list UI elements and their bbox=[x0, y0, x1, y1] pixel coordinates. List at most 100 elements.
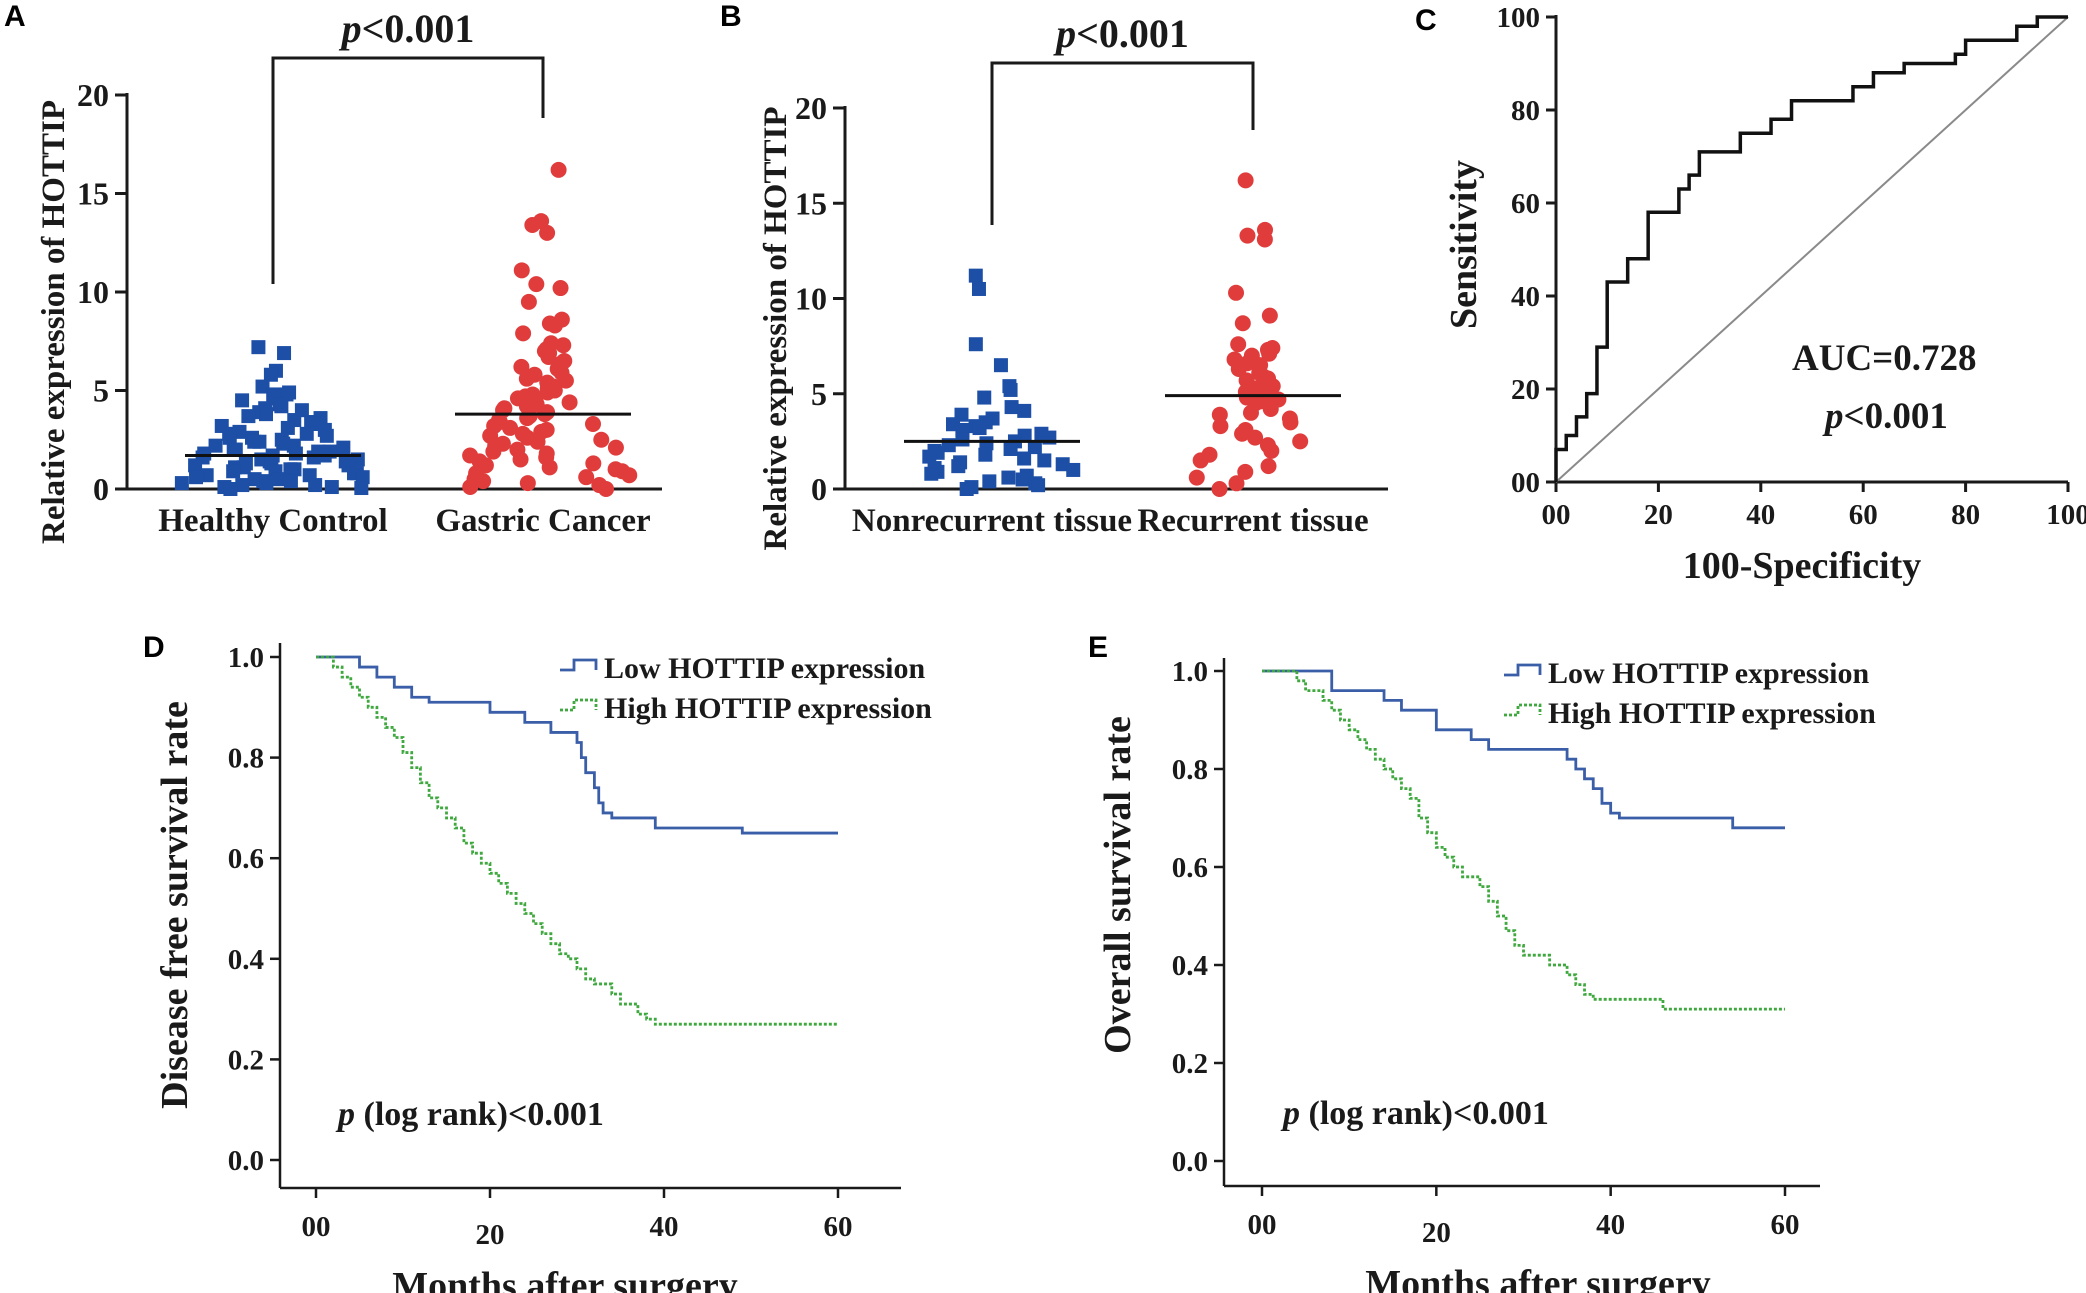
panel-label-a: A bbox=[4, 0, 26, 33]
data-point bbox=[593, 431, 610, 448]
data-point bbox=[922, 449, 937, 464]
roc-p-label-rest: <0.001 bbox=[1844, 396, 1948, 437]
data-point bbox=[924, 466, 939, 481]
data-point bbox=[621, 467, 638, 484]
x-tick-label: 60 bbox=[824, 1211, 853, 1243]
data-point bbox=[475, 473, 492, 490]
data-point bbox=[1017, 451, 1032, 466]
log-rank-p: p bbox=[335, 1096, 355, 1133]
y-tick-label: 5 bbox=[93, 373, 109, 409]
significance-label: p<0.001 bbox=[1053, 11, 1189, 56]
x-axis-label: 100-Specificity bbox=[1683, 545, 1922, 587]
data-point bbox=[259, 407, 274, 422]
data-point bbox=[1017, 403, 1032, 418]
x-axis-label: Months after surgery bbox=[392, 1265, 737, 1293]
roc-p-label: p<0.001 bbox=[1822, 396, 1948, 437]
x-category-label: Healthy Control bbox=[158, 503, 387, 539]
data-point bbox=[1242, 404, 1259, 421]
y-tick-label: 0.2 bbox=[1172, 1048, 1208, 1080]
data-point bbox=[598, 481, 615, 497]
data-point bbox=[1261, 307, 1278, 324]
x-category-label: Recurrent tissue bbox=[1137, 503, 1368, 539]
data-point bbox=[1230, 360, 1247, 377]
significance-bracket bbox=[990, 61, 1255, 225]
data-point bbox=[512, 451, 529, 468]
x-tick-label: 00 bbox=[302, 1211, 331, 1243]
data-point bbox=[277, 346, 292, 361]
data-point bbox=[518, 370, 535, 387]
data-point bbox=[1263, 442, 1280, 459]
y-tick-label: 1.0 bbox=[1172, 656, 1208, 688]
data-point bbox=[978, 447, 993, 462]
series-healthy-control bbox=[174, 340, 370, 496]
data-point bbox=[252, 434, 267, 449]
data-point bbox=[1247, 429, 1264, 446]
data-point bbox=[1066, 462, 1081, 477]
data-point bbox=[607, 439, 624, 456]
data-point bbox=[1001, 470, 1016, 485]
data-point bbox=[1031, 478, 1046, 493]
x-axis-label: Months after surgery bbox=[1365, 1263, 1710, 1293]
y-tick-label: 100 bbox=[1497, 2, 1541, 34]
data-point bbox=[462, 479, 479, 496]
data-point bbox=[520, 293, 537, 310]
panel-e: 0.0 0.2 0.4 0.6 0.8 1.0 00 20 40 60 Months after s… bbox=[1097, 656, 1876, 1293]
log-rank-annotation: p (log rank)<0.001 bbox=[1280, 1095, 1549, 1132]
log-rank-annotation: p (log rank)<0.001 bbox=[335, 1096, 604, 1133]
roc-curve bbox=[1554, 15, 2068, 482]
data-point bbox=[485, 443, 502, 460]
data-point bbox=[1003, 441, 1018, 456]
y-tick-label: 1.0 bbox=[228, 642, 264, 674]
data-point bbox=[1230, 336, 1247, 353]
y-tick-label: 0.0 bbox=[1172, 1146, 1208, 1178]
significance-label-p: p bbox=[339, 6, 362, 51]
data-point bbox=[259, 476, 274, 491]
data-point bbox=[1237, 463, 1254, 480]
data-point bbox=[515, 325, 532, 342]
data-point bbox=[968, 268, 983, 283]
data-point bbox=[251, 340, 266, 355]
y-axis-label: Relative expression of HOTTIP bbox=[36, 100, 72, 544]
y-tick-label: 80 bbox=[1511, 95, 1540, 127]
x-tick-label: 40 bbox=[1746, 499, 1775, 531]
panel-label-e: E bbox=[1088, 631, 1108, 664]
x-tick-label: 80 bbox=[1951, 499, 1980, 531]
data-point bbox=[1234, 425, 1251, 442]
x-tick-label: 40 bbox=[1596, 1209, 1625, 1241]
x-tick-label: 00 bbox=[1542, 499, 1571, 531]
data-point bbox=[1228, 284, 1245, 301]
data-point bbox=[972, 421, 987, 436]
data-point bbox=[1188, 469, 1205, 486]
panel-label-d: D bbox=[143, 631, 165, 664]
y-tick-label: 20 bbox=[795, 90, 827, 126]
y-axis-label: Disease free survival rate bbox=[154, 701, 196, 1109]
data-point bbox=[528, 276, 545, 293]
x-tick-label: 60 bbox=[1771, 1209, 1800, 1241]
data-point bbox=[977, 390, 992, 405]
data-point bbox=[336, 440, 351, 455]
y-tick-label: 0.8 bbox=[228, 743, 264, 775]
data-point bbox=[955, 432, 970, 447]
data-point bbox=[513, 262, 530, 279]
reference-diagonal bbox=[1555, 16, 2069, 483]
data-point bbox=[1055, 457, 1070, 472]
data-point bbox=[557, 372, 574, 389]
y-axis-label: Overall survival rate bbox=[1097, 716, 1139, 1054]
y-tick-label: 20 bbox=[1511, 374, 1540, 406]
panel-label-c: C bbox=[1415, 4, 1437, 37]
data-point bbox=[1192, 452, 1209, 469]
y-tick-label: 10 bbox=[77, 274, 109, 310]
km-curve-low bbox=[1262, 669, 1785, 830]
legend-label: High HOTTIP expression bbox=[1548, 697, 1876, 730]
x-tick-label: 20 bbox=[1422, 1217, 1451, 1249]
x-category-label: Nonrecurrent tissue bbox=[852, 503, 1132, 539]
data-point bbox=[502, 419, 519, 436]
data-point bbox=[306, 450, 321, 465]
data-point bbox=[1037, 453, 1052, 468]
data-point bbox=[993, 358, 1008, 373]
log-rank-text: (log rank)<0.001 bbox=[1309, 1095, 1549, 1132]
data-point bbox=[235, 393, 250, 408]
data-point bbox=[546, 317, 563, 334]
log-rank-text: (log rank)<0.001 bbox=[364, 1096, 604, 1133]
data-point bbox=[1262, 400, 1279, 417]
